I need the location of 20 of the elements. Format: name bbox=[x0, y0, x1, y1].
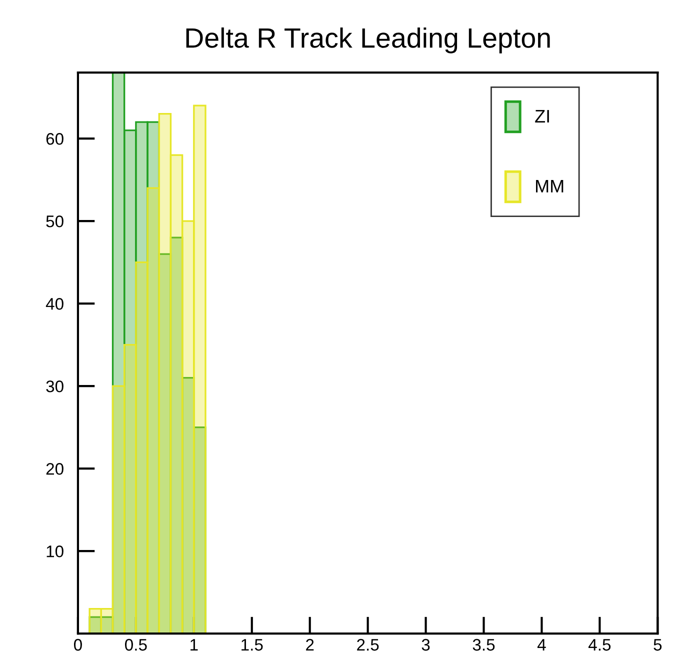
y-tick-label: 20 bbox=[46, 463, 64, 475]
x-tick-label: 2.5 bbox=[357, 638, 379, 651]
x-tick-label: 3.5 bbox=[472, 638, 495, 651]
y-tick-label: 30 bbox=[46, 380, 64, 392]
legend-label: MM bbox=[536, 180, 564, 192]
legend-label: ZI bbox=[535, 110, 549, 122]
x-tick-label: 4 bbox=[537, 639, 546, 651]
x-tick-label: 4.5 bbox=[588, 639, 611, 651]
x-tick-label: 5 bbox=[654, 639, 662, 651]
y-tick-label: 10 bbox=[46, 546, 64, 558]
y-tick-label: 60 bbox=[46, 133, 64, 145]
y-tick-label: 50 bbox=[46, 216, 64, 228]
x-tick-label: 1 bbox=[190, 639, 198, 651]
x-tick-label: 1.5 bbox=[242, 639, 263, 651]
x-tick-label: 0 bbox=[74, 638, 82, 651]
chart-title: Delta R Track Leading Lepton bbox=[186, 27, 550, 54]
x-tick-label: 0.5 bbox=[125, 638, 147, 651]
y-tick-label: 40 bbox=[46, 298, 64, 310]
x-tick-label: 3 bbox=[422, 638, 430, 651]
x-tick-label: 2 bbox=[306, 638, 314, 651]
